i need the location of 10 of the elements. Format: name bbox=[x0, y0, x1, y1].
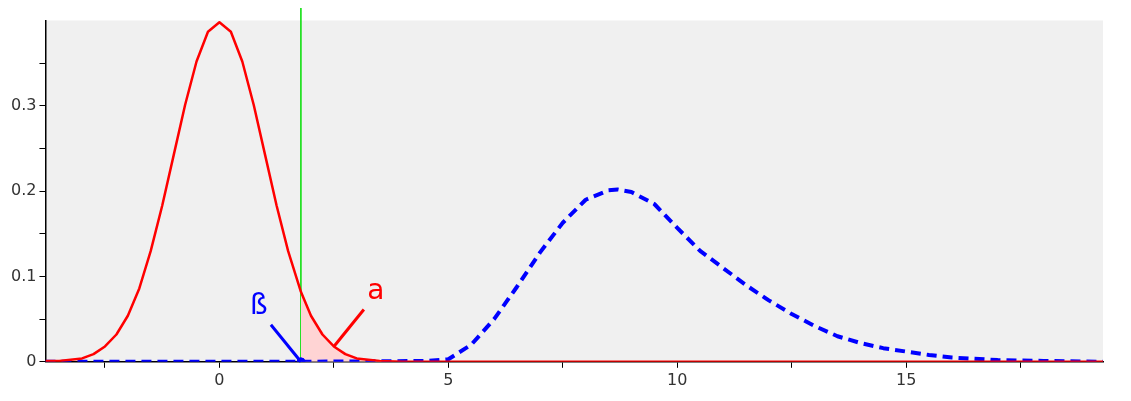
x-tick-label: 5 bbox=[443, 369, 454, 389]
y-tick-label: 0.1 bbox=[10, 265, 37, 285]
x-tick-label: 15 bbox=[895, 369, 917, 389]
y-tick-label: 0.3 bbox=[10, 95, 37, 115]
x-tick-label: 0 bbox=[214, 369, 225, 389]
annotation: a bbox=[367, 272, 385, 306]
y-tick-label: 0.2 bbox=[10, 180, 37, 200]
x-tick-label: 10 bbox=[667, 369, 688, 389]
y-tick-label: 0 bbox=[26, 350, 37, 370]
annotation: ß bbox=[250, 288, 268, 322]
